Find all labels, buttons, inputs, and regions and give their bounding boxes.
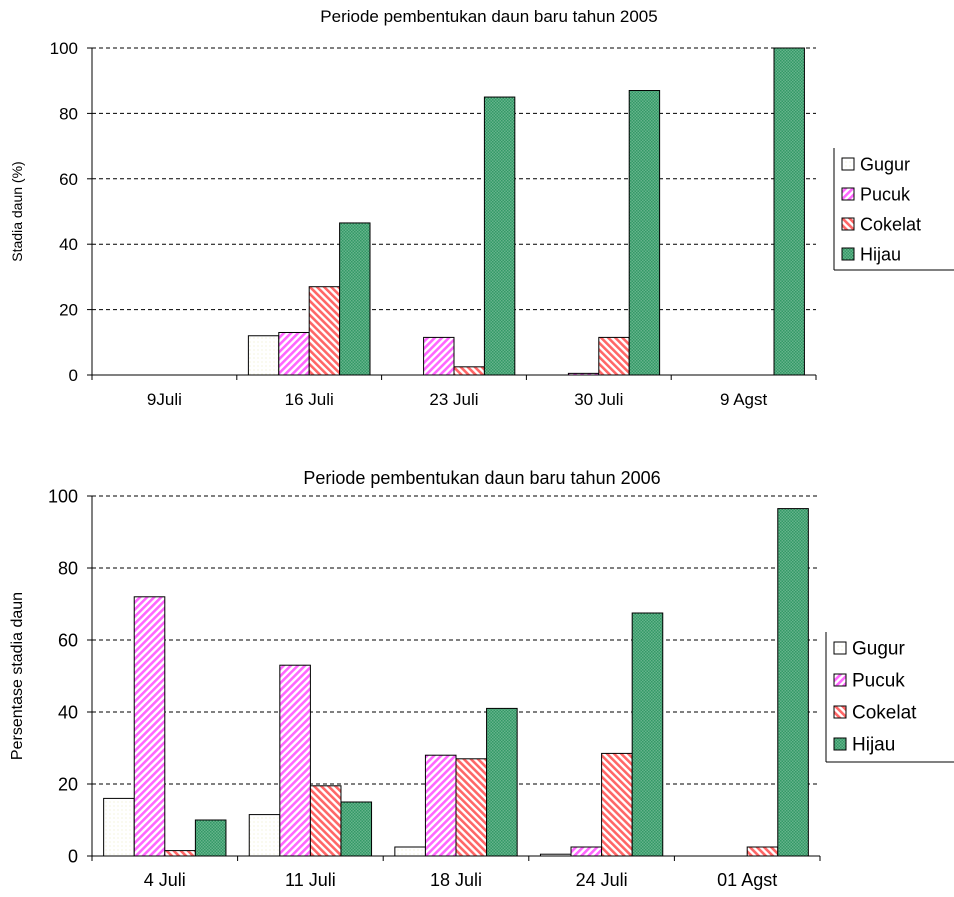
bar-hijau-4 [631,612,664,857]
bar-pucuk-2 [278,331,310,376]
bar-pucuk-4 [570,846,603,857]
y-tick-label: 20 [59,301,78,320]
x-tick-label: 9Juli [147,390,182,409]
legend-swatch-hijau [833,737,847,751]
bar-hijau-4 [628,90,661,376]
bar-hijau-3 [486,707,518,857]
y-tick-label: 40 [58,702,78,722]
bar-pucuk-2 [279,664,311,857]
bar-pucuk-3 [423,336,455,376]
legend-swatch-pucuk [833,673,847,687]
bar-cokelat-1 [164,850,196,857]
bar-hijau-5 [773,47,805,376]
bar-hijau-2 [340,801,373,857]
legend-label-hijau: Hijau [852,735,895,756]
bar-cokelat-4 [598,336,630,376]
x-tick-label: 4 Juli [144,870,186,890]
x-tick-label: 01 Agst [717,870,777,890]
y-axis-label: Stadia daun (%) [9,161,25,261]
legend: Gugur Pucuk Cokelat Hijau [825,632,954,763]
legend-swatch-pucuk [841,187,855,201]
chart-2: Periode pembentukan daun baru tahun 2006… [9,468,954,890]
x-tick-label: 11 Juli [285,870,336,890]
legend-label-pucuk: Pucuk [852,671,905,692]
bar-hijau-3 [483,96,516,376]
legend-swatch-gugur [833,641,847,655]
x-tick-label: 23 Juli [429,390,478,409]
legend-swatch-hijau [841,247,855,261]
legend-label-cokelat: Cokelat [852,703,917,724]
bar-gugur-2 [247,335,280,376]
legend-label-gugur: Gugur [860,154,910,174]
y-tick-label: 100 [48,486,78,506]
y-tick-label: 80 [58,558,78,578]
y-tick-label: 20 [58,774,78,794]
bar-gugur-2 [248,814,281,857]
y-tick-label: 40 [59,235,78,254]
bar-hijau-1 [194,819,227,857]
legend-swatch-gugur [841,157,855,171]
y-tick-label: 0 [69,366,78,385]
bar-cokelat-4 [601,752,633,857]
bar-hijau-5 [777,508,809,857]
bar-cokelat-2 [308,286,341,376]
bar-cokelat-2 [309,785,342,857]
chart-title: Periode pembentukan daun baru tahun 2006 [303,468,660,488]
y-tick-label: 80 [59,104,78,123]
legend-label-gugur: Gugur [852,639,905,660]
bar-gugur-3 [394,846,426,857]
legend-swatch-cokelat [841,217,855,231]
bar-pucuk-3 [424,754,457,857]
x-tick-label: 9 Agst [720,390,768,409]
bar-cokelat-3 [455,758,488,857]
bar-gugur-1 [103,797,135,857]
legend: Gugur Pucuk Cokelat Hijau [833,148,954,271]
bar-cokelat-3 [453,366,485,376]
legend-label-cokelat: Cokelat [860,214,921,234]
y-axis-label: Persentase stadia daun [9,592,26,760]
legend-label-hijau: Hijau [860,244,901,264]
x-tick-label: 16 Juli [285,390,334,409]
chart-title: Periode pembentukan daun baru tahun 2005 [320,7,657,26]
bar-pucuk-1 [133,596,166,857]
x-tick-label: 18 Juli [430,870,482,890]
chart-1: Periode pembentukan daun baru tahun 2005… [9,7,954,409]
bar-cokelat-5 [746,846,779,857]
legend-swatch-cokelat [833,705,847,719]
y-tick-label: 60 [59,170,78,189]
legend-label-pucuk: Pucuk [860,184,911,204]
bar-hijau-2 [339,222,371,376]
x-tick-label: 30 Juli [574,390,623,409]
y-tick-label: 100 [50,39,78,58]
x-tick-label: 24 Juli [576,870,628,890]
y-tick-label: 60 [58,630,78,650]
y-tick-label: 0 [68,846,78,866]
